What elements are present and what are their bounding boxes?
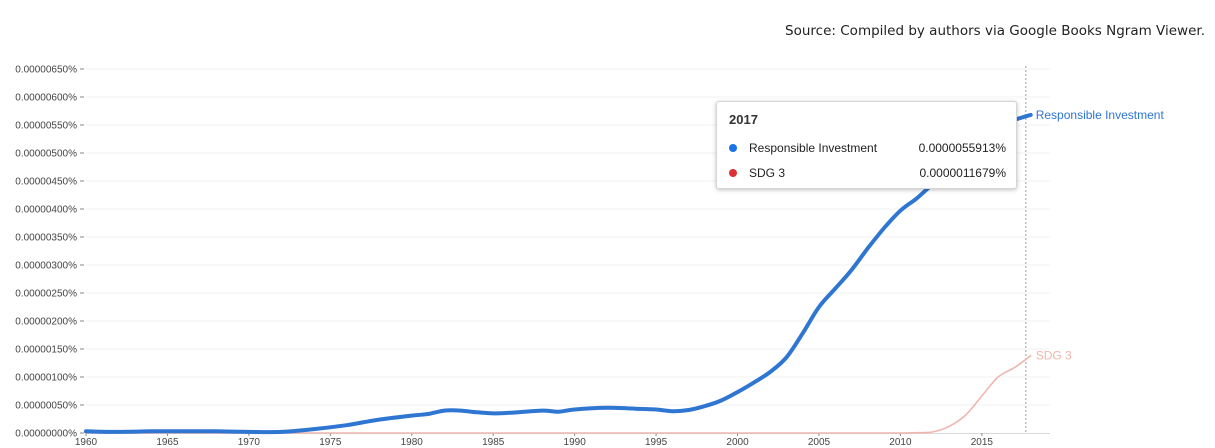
series-line-responsible-investment [84,112,1033,435]
y-tick-label: 0.00000350% [15,233,77,244]
x-tick-label: 2015 [971,437,994,448]
y-tick-label: 0.00000550% [15,121,77,132]
tooltip-series-value: 0.0000011679% [919,166,1006,180]
series-line-sdg-3 [85,354,1032,434]
tooltip-series-value: 0.0000055913% [918,141,1006,155]
x-tick-label: 2010 [889,437,912,448]
x-tick-label: 1985 [482,437,505,448]
x-tick-label: 2000 [726,437,749,448]
y-tick-label: 0.00000100% [15,373,77,384]
tooltip-row-sdg-3: SDG 3 0.0000011679% [729,166,1006,182]
x-tick-label: 1970 [238,437,261,448]
y-tick-label: 0.00000250% [15,289,77,300]
x-tick-label: 1960 [75,437,98,448]
x-tick-label: 1995 [645,437,668,448]
x-tick-label: 1965 [156,437,179,448]
y-tick-label: 0.00000050% [15,401,77,412]
hover-tooltip: 2017 Responsible Investment 0.0000055913… [716,101,1017,189]
tooltip-series-name: SDG 3 [749,166,786,180]
tooltip-year: 2017 [729,112,758,127]
y-tick-label: 0.00000300% [15,261,77,272]
legend-dot-icon [729,169,737,177]
y-tick-label: 0.00000500% [15,149,77,160]
y-tick-label: 0.00000650% [15,65,77,76]
x-tick-label: 1975 [319,437,342,448]
x-tick-label: 1980 [401,437,424,448]
y-tick-label: 0.00000450% [15,177,77,188]
source-note: Source: Compiled by authors via Google B… [785,23,1205,39]
series-end-label: SDG 3 [1036,349,1072,363]
y-tick-label: 0.00000400% [15,205,77,216]
series-end-label: Responsible Investment [1036,108,1165,122]
tooltip-row-responsible-investment: Responsible Investment 0.0000055913% [729,141,1006,157]
x-tick-label: 1990 [564,437,587,448]
y-tick-label: 0.00000150% [15,345,77,356]
legend-dot-icon [729,144,737,152]
y-tick-label: 0.00000600% [15,93,77,104]
tooltip-series-name: Responsible Investment [749,141,878,155]
y-tick-label: 0.00000000% [15,429,77,440]
y-tick-label: 0.00000200% [15,317,77,328]
x-tick-label: 2005 [808,437,831,448]
